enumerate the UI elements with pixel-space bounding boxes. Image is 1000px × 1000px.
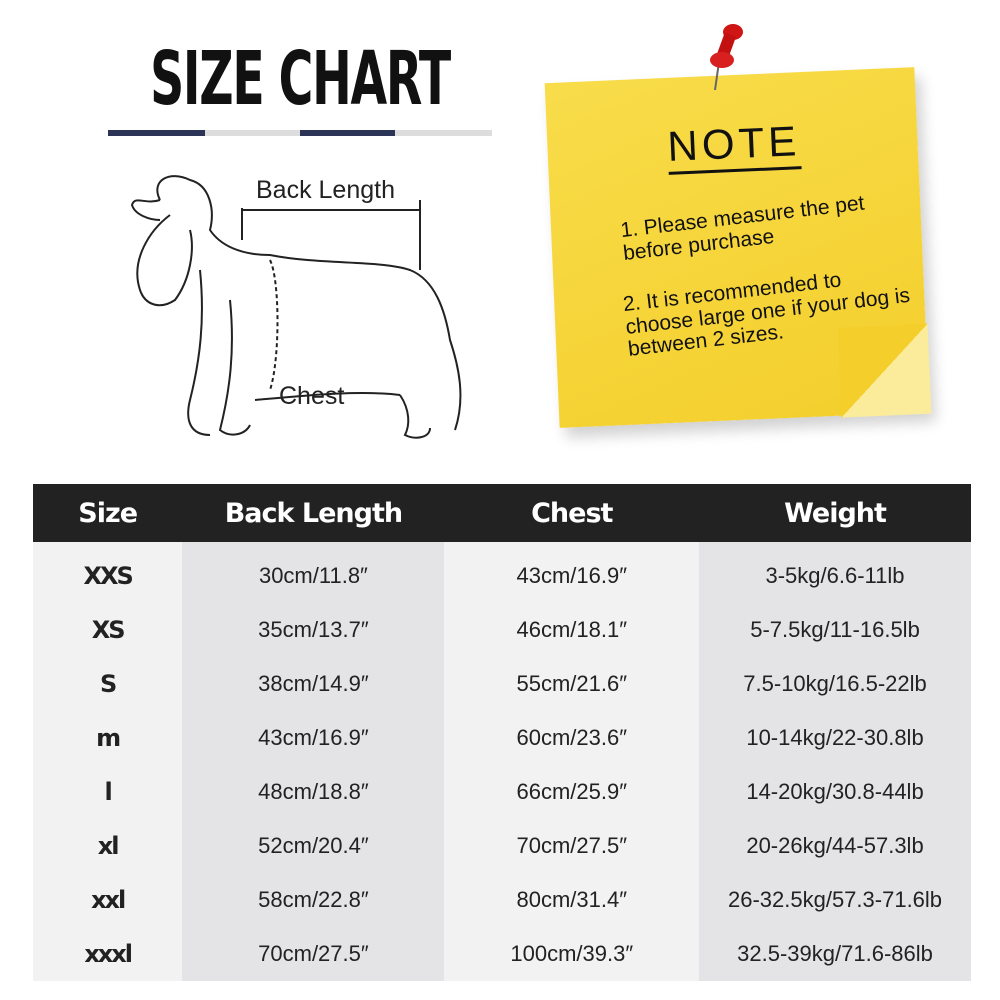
table-row: xl 52cm/20.4″ 70cm/27.5″ 20-26kg/44-57.3lb [33, 819, 971, 873]
page-curl [837, 323, 932, 418]
note-item-1: 1. Please measure the pet before purchas… [619, 191, 866, 265]
cell-weight: 20-26kg/44-57.3lb [699, 819, 971, 873]
cell-chest: 60cm/23.6″ [444, 711, 700, 765]
cell-size: S [33, 657, 183, 711]
cell-size: XS [33, 603, 183, 657]
cell-back-length: 52cm/20.4″ [182, 819, 445, 873]
table-row: m 43cm/16.9″ 60cm/23.6″ 10-14kg/22-30.8lb [33, 711, 971, 765]
table-header: Size Back Length Chest Weight [33, 484, 971, 542]
divider [108, 130, 205, 136]
note-title: NOTE [667, 117, 802, 175]
divider [205, 130, 300, 136]
back-length-label: Back Length [256, 176, 395, 204]
cell-weight: 32.5-39kg/71.6-86lb [699, 927, 971, 981]
cell-weight: 5-7.5kg/11-16.5lb [699, 603, 971, 657]
page-title: SIZE CHART [150, 36, 451, 122]
size-table: Size Back Length Chest Weight XXS 30cm/11… [33, 484, 971, 981]
header-chest: Chest [444, 484, 700, 542]
cell-back-length: 70cm/27.5″ [182, 927, 445, 981]
table-row: xxl 58cm/22.8″ 80cm/31.4″ 26-32.5kg/57.3-71… [33, 873, 971, 927]
cell-back-length: 58cm/22.8″ [182, 873, 445, 927]
header-back-length: Back Length [182, 484, 445, 542]
chest-label: Chest [279, 382, 345, 410]
cell-back-length: 30cm/11.8″ [182, 542, 445, 603]
cell-back-length: 43cm/16.9″ [182, 711, 445, 765]
cell-back-length: 48cm/18.8″ [182, 765, 445, 819]
cell-chest: 46cm/18.1″ [444, 603, 700, 657]
table-row: S 38cm/14.9″ 55cm/21.6″ 7.5-10kg/16.5-22lb [33, 657, 971, 711]
cell-size: xxxl [33, 927, 183, 981]
note-card: NOTE 1. Please measure the pet before pu… [544, 67, 932, 428]
cell-size: xl [33, 819, 183, 873]
cell-size: l [33, 765, 183, 819]
divider [395, 130, 492, 136]
divider [300, 130, 395, 136]
cell-weight: 7.5-10kg/16.5-22lb [699, 657, 971, 711]
header-size: Size [33, 484, 183, 542]
header-weight: Weight [699, 484, 971, 542]
cell-size: m [33, 711, 183, 765]
cell-weight: 10-14kg/22-30.8lb [699, 711, 971, 765]
table-row: XXS 30cm/11.8″ 43cm/16.9″ 3-5kg/6.6-11lb [33, 542, 971, 603]
table-row: l 48cm/18.8″ 66cm/25.9″ 14-20kg/30.8-44lb [33, 765, 971, 819]
dog-illustration [130, 175, 462, 439]
cell-weight: 3-5kg/6.6-11lb [699, 542, 971, 603]
cell-chest: 80cm/31.4″ [444, 873, 700, 927]
cell-chest: 55cm/21.6″ [444, 657, 700, 711]
cell-back-length: 38cm/14.9″ [182, 657, 445, 711]
cell-size: xxl [33, 873, 183, 927]
cell-weight: 26-32.5kg/57.3-71.6lb [699, 873, 971, 927]
cell-back-length: 35cm/13.7″ [182, 603, 445, 657]
cell-chest: 66cm/25.9″ [444, 765, 700, 819]
table-row: XS 35cm/13.7″ 46cm/18.1″ 5-7.5kg/11-16.5lb [33, 603, 971, 657]
cell-chest: 43cm/16.9″ [444, 542, 700, 603]
cell-weight: 14-20kg/30.8-44lb [699, 765, 971, 819]
pushpin-icon [710, 24, 743, 91]
cell-chest: 70cm/27.5″ [444, 819, 700, 873]
table-row: xxxl 70cm/27.5″ 100cm/39.3″ 32.5-39kg/71.6-… [33, 927, 971, 981]
cell-chest: 100cm/39.3″ [444, 927, 700, 981]
cell-size: XXS [33, 542, 183, 603]
